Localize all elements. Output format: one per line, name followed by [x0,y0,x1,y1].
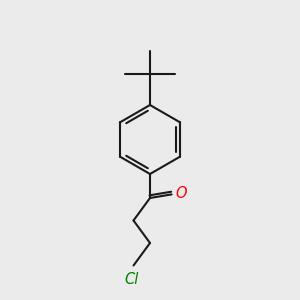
Text: O: O [176,186,187,201]
Text: Cl: Cl [124,272,138,287]
